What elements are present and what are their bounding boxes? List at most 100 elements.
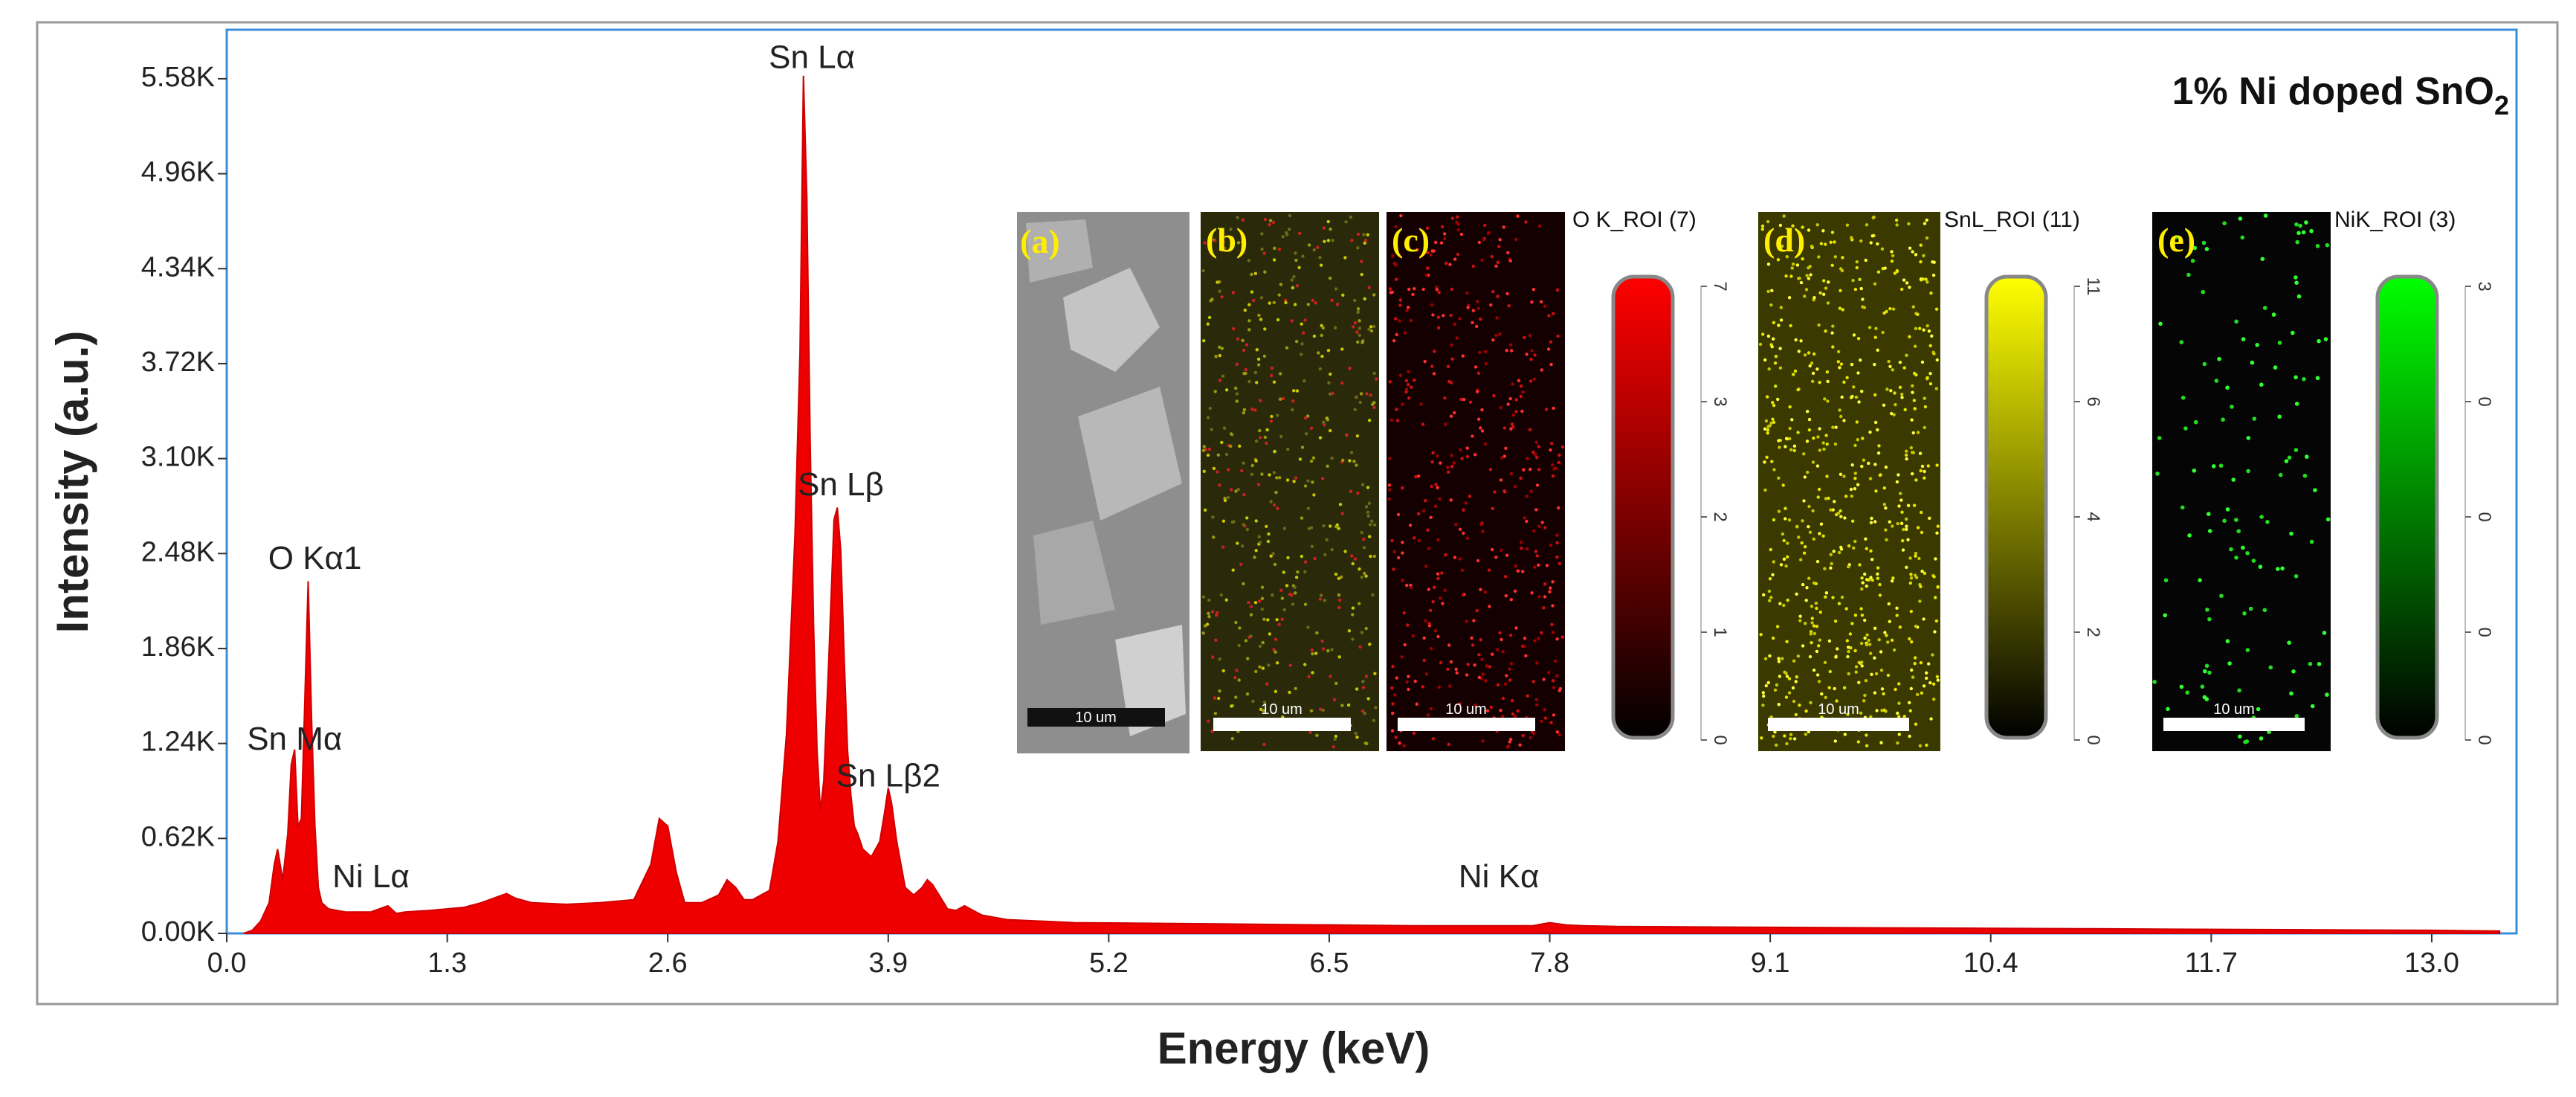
map-dot — [1453, 556, 1457, 559]
panel-letter-b: (b) — [1206, 221, 1247, 259]
map-dot — [1288, 663, 1293, 667]
map-dot — [1207, 611, 1210, 615]
map-dot — [1841, 256, 1844, 260]
map-dot — [1454, 667, 1458, 671]
map-dot — [1427, 588, 1431, 591]
map-dot — [1525, 547, 1529, 551]
map-dot — [1408, 524, 1413, 527]
map-dot — [1778, 675, 1782, 678]
map-dot — [1323, 599, 1327, 602]
map-dot — [1847, 646, 1850, 649]
map-dot — [1795, 524, 1799, 529]
map-dot — [1262, 742, 1266, 747]
map-dot — [1911, 305, 1915, 309]
map-dot — [1483, 223, 1487, 228]
map-dot — [1777, 657, 1781, 660]
map-dot — [1235, 669, 1239, 672]
map-dot — [1250, 408, 1254, 411]
map-dot — [1909, 686, 1913, 691]
map-dot — [1210, 297, 1214, 301]
map-dot — [1410, 586, 1413, 590]
map-dot — [1511, 414, 1515, 417]
map-dot — [1790, 418, 1794, 422]
map-dot — [1310, 544, 1314, 548]
map-dot — [1764, 419, 1769, 423]
map-dot — [1262, 251, 1266, 255]
map-dot — [1203, 624, 1207, 628]
map-dot — [1392, 339, 1396, 343]
map-dot — [2315, 376, 2320, 381]
map-dot — [1431, 737, 1436, 741]
map-dot — [1227, 468, 1230, 472]
map-dot — [1897, 682, 1901, 686]
map-dot — [1276, 506, 1279, 510]
map-dot — [1221, 545, 1225, 549]
map-dot — [1873, 520, 1877, 524]
map-dot — [2259, 736, 2264, 741]
map-dot — [2310, 704, 2315, 709]
map-dot — [1229, 228, 1233, 231]
map-dot — [1244, 639, 1248, 643]
map-dot — [1790, 266, 1794, 270]
map-dot — [1838, 366, 1841, 370]
map-dot — [1257, 313, 1261, 318]
map-dot — [1220, 440, 1224, 445]
map-dot — [1509, 427, 1513, 431]
map-dot — [1870, 516, 1873, 521]
map-dot — [1535, 554, 1539, 558]
map-dot — [1928, 382, 1933, 386]
map-dot — [1928, 344, 1932, 347]
map-dot — [1329, 227, 1332, 231]
map-dot — [1916, 312, 1920, 316]
map-dot — [1888, 520, 1891, 524]
map-dot — [1330, 547, 1334, 552]
map-dot — [1245, 343, 1249, 347]
map-dot — [1433, 585, 1436, 589]
map-dot — [2211, 464, 2216, 469]
map-dot — [1411, 634, 1415, 638]
map-dot — [1819, 522, 1824, 526]
map-dot — [1882, 486, 1886, 490]
map-dot — [1830, 231, 1835, 234]
map-dot — [1555, 674, 1559, 678]
map-dot — [1268, 301, 1271, 305]
map-dot — [1234, 386, 1238, 390]
map-dot — [1772, 403, 1776, 408]
map-dot — [1505, 674, 1508, 678]
map-dot — [1846, 712, 1850, 716]
map-dot — [1311, 456, 1316, 460]
map-dot — [1351, 637, 1355, 641]
map-dot — [1785, 741, 1789, 746]
map-dot — [1891, 524, 1894, 528]
map-dot — [1818, 381, 1821, 385]
map-dot — [1908, 581, 1912, 585]
map-dot — [1498, 238, 1502, 242]
map-dot — [2204, 247, 2209, 251]
map-dot — [1394, 225, 1398, 229]
map-dot — [1372, 371, 1376, 376]
map-dot — [1550, 623, 1554, 626]
map-dot — [1779, 318, 1783, 322]
map-dot — [1440, 571, 1444, 575]
map-dot — [1925, 376, 1929, 380]
map-dot — [1760, 736, 1763, 740]
map-dot — [1775, 625, 1780, 628]
map-dot — [1526, 694, 1529, 698]
map-dot — [1533, 639, 1537, 643]
peak-label: Sn Lβ2 — [836, 757, 940, 794]
map-dot — [1821, 534, 1825, 538]
map-dot — [1481, 530, 1485, 533]
map-dot — [1322, 420, 1326, 424]
map-dot — [1911, 472, 1914, 476]
map-dot — [1366, 510, 1370, 514]
map-dot — [1797, 535, 1801, 539]
map-dot — [2298, 223, 2302, 228]
map-dot — [1868, 326, 1872, 329]
map-dot — [1417, 538, 1421, 543]
map-dot — [1263, 435, 1268, 440]
map-dot — [1817, 255, 1821, 259]
map-dot — [1525, 519, 1529, 524]
map-dot — [1501, 650, 1505, 654]
map-dot — [1294, 686, 1297, 690]
map-dot — [1318, 367, 1323, 371]
